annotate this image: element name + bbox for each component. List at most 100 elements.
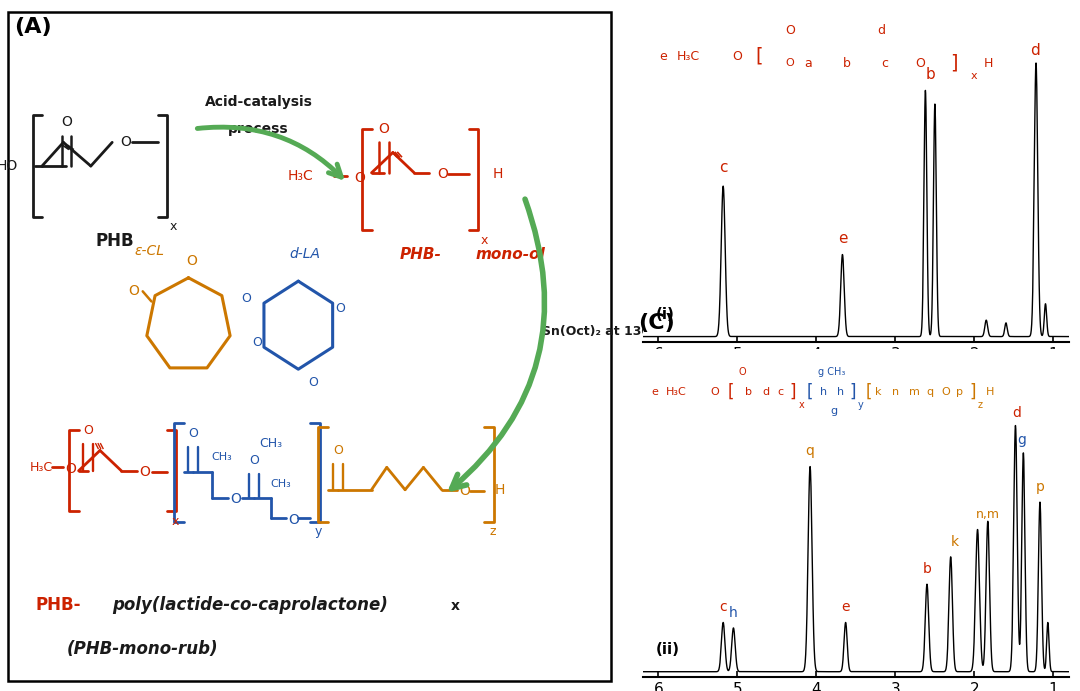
Text: O: O — [83, 424, 93, 437]
Text: z: z — [977, 400, 983, 410]
Text: O: O — [65, 462, 76, 475]
Text: poly(lactide-co-caprolactone): poly(lactide-co-caprolactone) — [112, 596, 388, 614]
Text: d: d — [1012, 406, 1022, 420]
Text: O: O — [335, 302, 345, 315]
Text: (ii): (ii) — [656, 643, 679, 658]
Text: h: h — [837, 387, 843, 397]
Text: z: z — [489, 525, 496, 538]
Text: H₃C: H₃C — [677, 50, 700, 63]
Text: O: O — [249, 455, 259, 467]
Text: k: k — [950, 535, 959, 549]
Text: O: O — [120, 135, 131, 149]
Text: O: O — [732, 50, 742, 63]
Text: x: x — [481, 234, 488, 247]
Text: O: O — [436, 167, 448, 181]
Text: ]: ] — [850, 383, 856, 401]
Text: (C): (C) — [638, 312, 675, 332]
Text: q: q — [927, 387, 933, 397]
Text: PHB: PHB — [96, 231, 135, 249]
Text: H₃C: H₃C — [287, 169, 313, 183]
FancyArrowPatch shape — [198, 127, 341, 177]
Text: x: x — [971, 71, 977, 81]
Text: H₃C: H₃C — [666, 387, 687, 397]
FancyBboxPatch shape — [9, 12, 611, 681]
Text: O: O — [711, 387, 719, 397]
Text: e: e — [838, 231, 847, 246]
Text: O: O — [60, 115, 72, 129]
Text: x: x — [170, 220, 177, 234]
Text: Acid-catalysis: Acid-catalysis — [205, 95, 312, 108]
Text: p: p — [956, 387, 963, 397]
Text: O: O — [186, 254, 197, 267]
Text: ]: ] — [949, 54, 957, 73]
Text: mono-ol: mono-ol — [475, 247, 545, 262]
Text: x: x — [798, 400, 804, 410]
Text: [: [ — [756, 47, 764, 66]
Text: H: H — [984, 57, 994, 70]
Text: O: O — [378, 122, 389, 135]
Text: CH₃: CH₃ — [259, 437, 282, 451]
Text: O: O — [916, 57, 926, 70]
Text: O: O — [242, 292, 252, 305]
Text: H: H — [986, 387, 995, 397]
Text: n: n — [892, 387, 900, 397]
Text: y: y — [314, 525, 322, 538]
X-axis label: ppm: ppm — [835, 368, 877, 386]
Text: O: O — [139, 465, 150, 479]
Text: (PHB-mono-rub): (PHB-mono-rub) — [67, 640, 218, 658]
Text: g: g — [1017, 433, 1027, 448]
Text: PHB-: PHB- — [400, 247, 442, 262]
Text: CH₃: CH₃ — [212, 452, 232, 462]
Text: d: d — [762, 387, 769, 397]
Text: c: c — [881, 57, 889, 70]
Text: H: H — [492, 167, 502, 181]
Text: x: x — [450, 599, 460, 614]
Text: d-LA: d-LA — [288, 247, 320, 261]
Text: p: p — [1036, 480, 1044, 494]
Text: [: [ — [807, 383, 813, 401]
Text: d: d — [877, 23, 886, 37]
Text: CH₃: CH₃ — [271, 479, 292, 489]
Text: O: O — [459, 484, 470, 498]
Text: e: e — [660, 50, 667, 63]
Text: O: O — [333, 444, 342, 457]
Text: c: c — [719, 600, 727, 614]
Text: e: e — [651, 387, 658, 397]
Text: O: O — [288, 513, 299, 527]
Text: b: b — [745, 387, 752, 397]
Text: a: a — [805, 57, 812, 70]
Text: k: k — [875, 387, 881, 397]
Text: [: [ — [865, 383, 872, 401]
Text: x: x — [172, 515, 178, 528]
Text: H: H — [495, 483, 505, 497]
Text: [: [ — [728, 383, 734, 401]
Text: O: O — [785, 58, 794, 68]
Text: h: h — [729, 606, 738, 620]
Text: ε-CL: ε-CL — [134, 244, 164, 258]
Text: Sn(Oct)₂ at 130 °C: Sn(Oct)₂ at 130 °C — [542, 325, 671, 339]
Text: O: O — [354, 171, 365, 184]
Text: g: g — [831, 406, 837, 416]
Text: b: b — [926, 67, 935, 82]
Text: n,m: n,m — [976, 509, 1000, 521]
Text: q: q — [806, 444, 814, 458]
Text: m: m — [909, 387, 920, 397]
Text: O: O — [309, 376, 319, 389]
Text: process: process — [228, 122, 289, 136]
Text: ]: ] — [969, 383, 975, 401]
Text: c: c — [719, 160, 728, 176]
Text: O: O — [942, 387, 950, 397]
FancyArrowPatch shape — [451, 199, 544, 489]
Text: H₃C: H₃C — [30, 461, 53, 474]
Text: b: b — [922, 562, 931, 576]
Text: g CH₃: g CH₃ — [818, 367, 845, 377]
Text: O: O — [230, 492, 241, 507]
Text: PHB-: PHB- — [36, 596, 81, 614]
Text: h: h — [820, 387, 827, 397]
Text: O: O — [785, 23, 795, 37]
Text: d: d — [1029, 43, 1039, 57]
Text: O: O — [252, 336, 261, 349]
Text: O: O — [129, 284, 139, 299]
Text: b: b — [843, 57, 851, 70]
Text: O: O — [739, 367, 746, 377]
